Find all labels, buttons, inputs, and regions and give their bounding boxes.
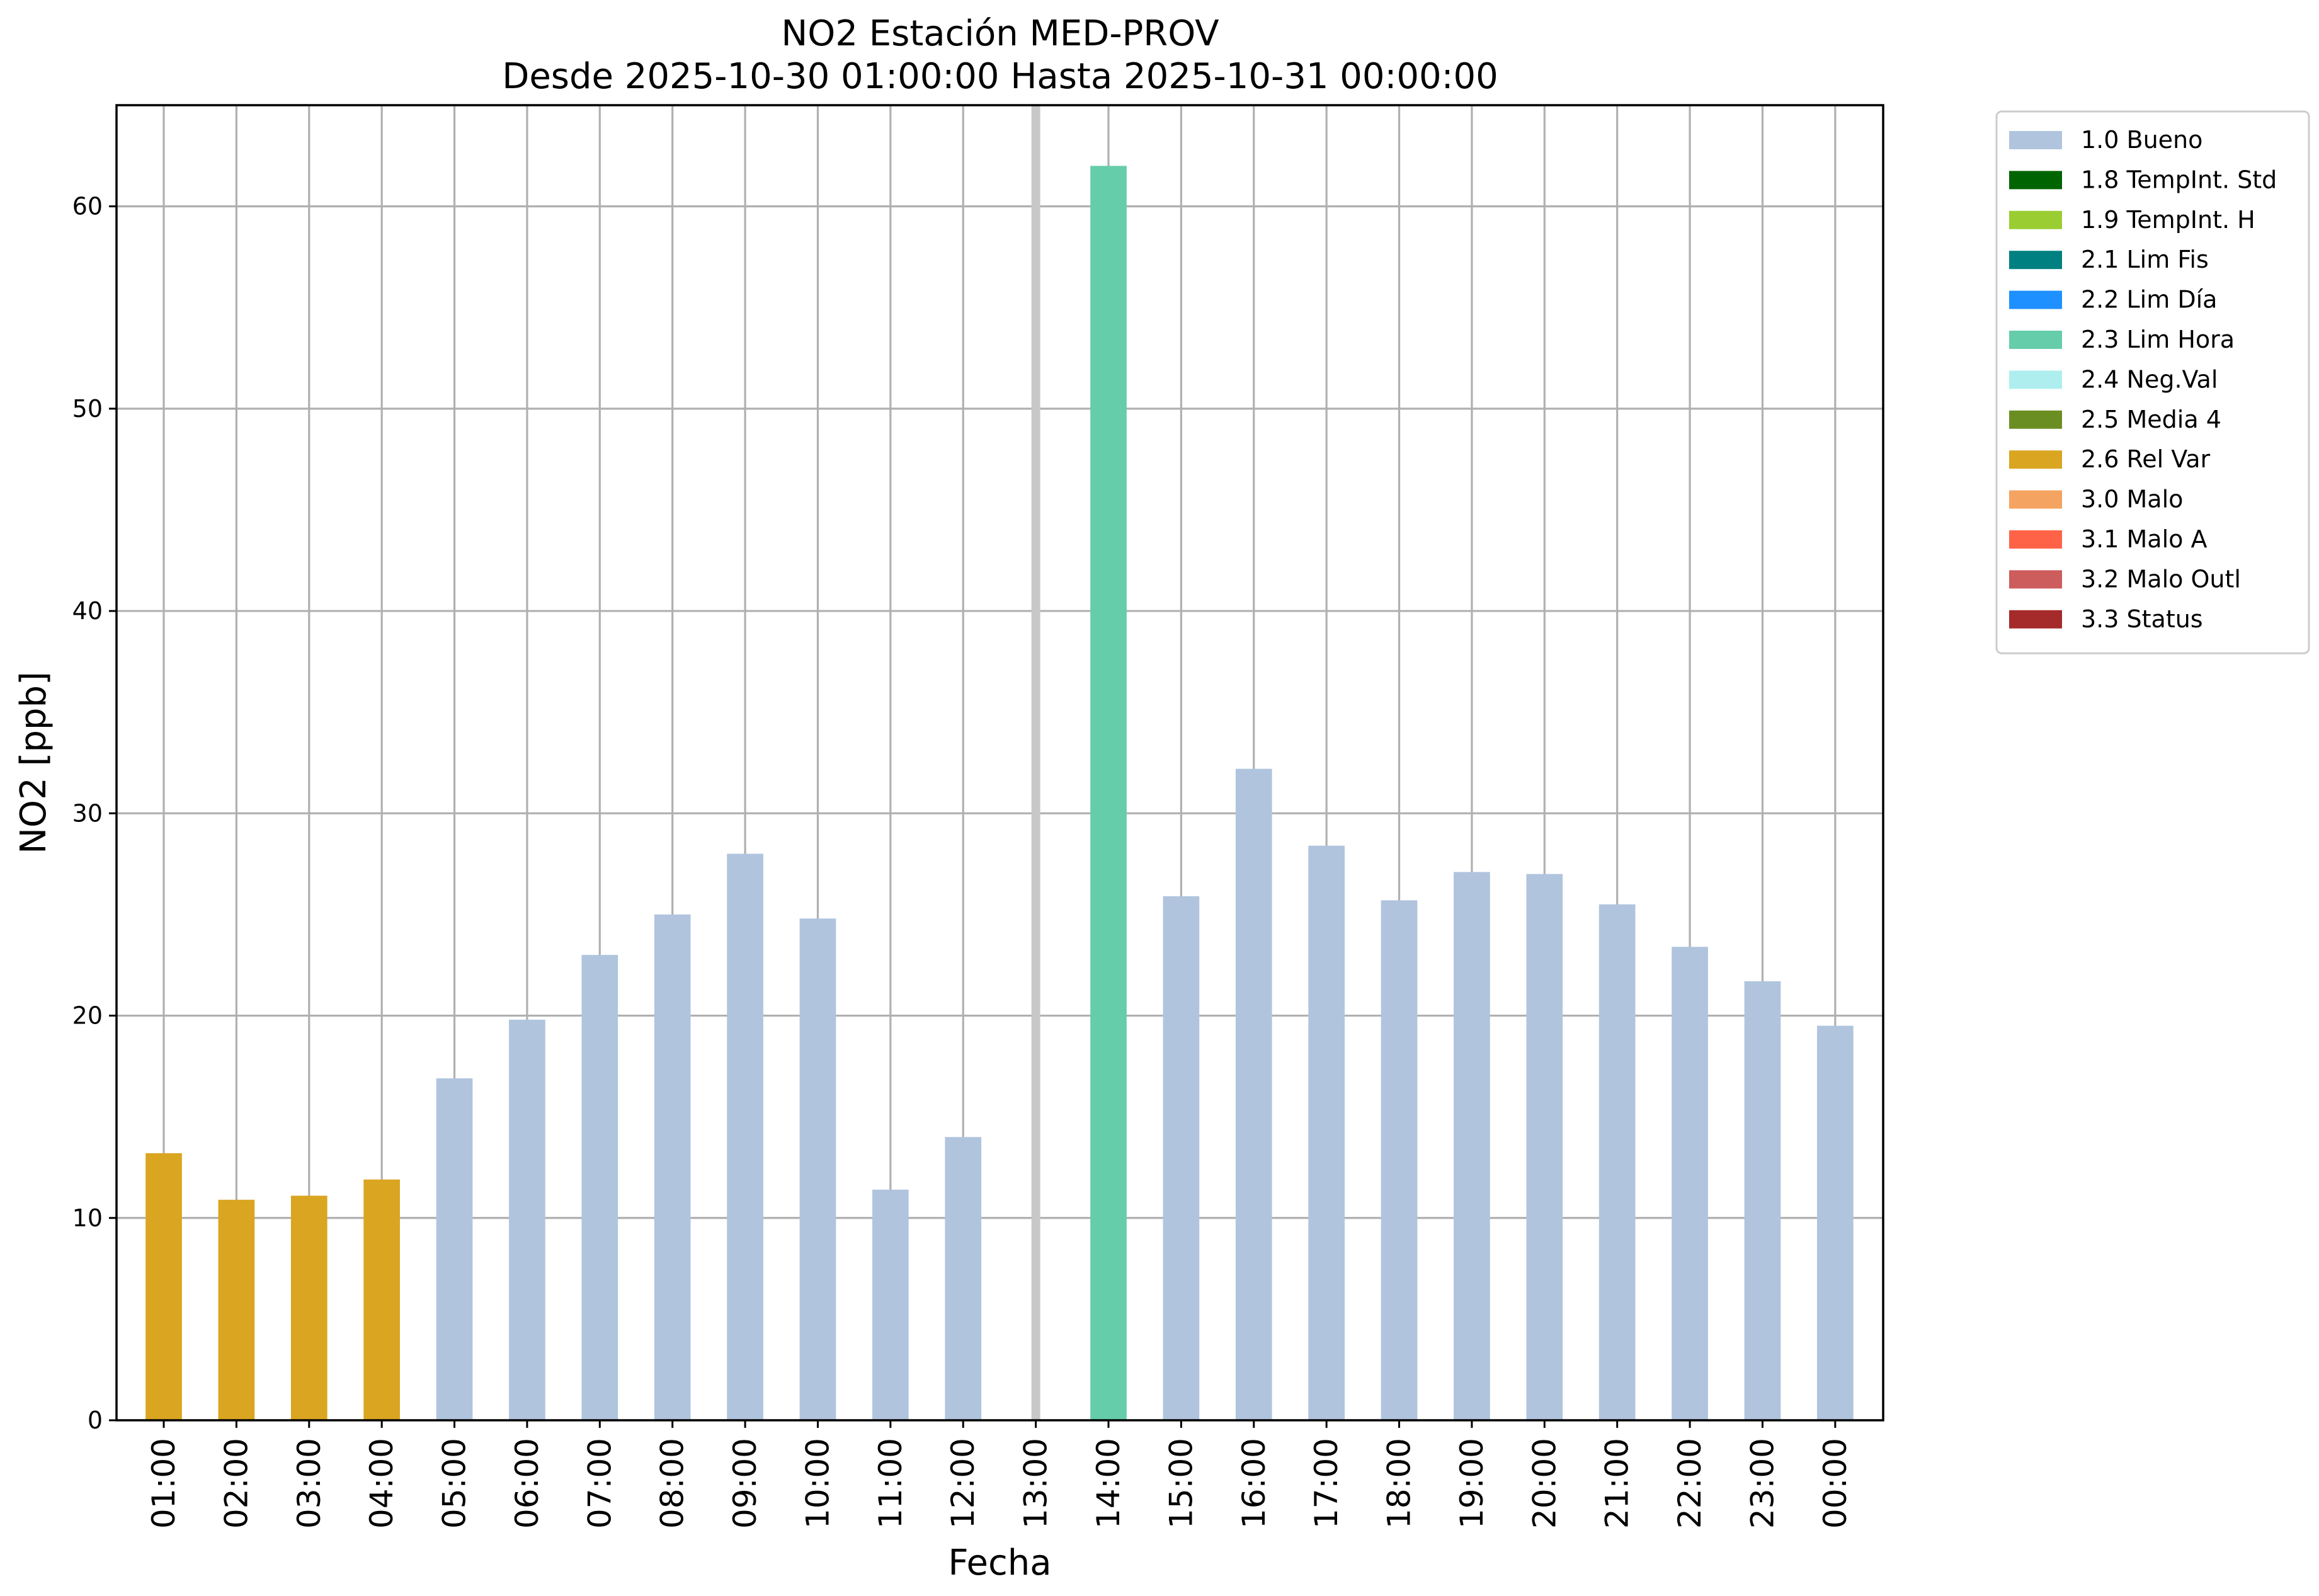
legend-swatch [2009,290,2062,309]
x-tick-label: 13:00 [1018,1438,1054,1529]
bar [1381,900,1418,1420]
bars [145,105,1854,1420]
bar [872,1189,909,1420]
x-tick-label: 23:00 [1744,1438,1781,1529]
x-axis: 01:00 02:00 03:00 04:00 05:00 06:00 07:00 08:00… [145,1420,1854,1529]
legend-swatch [2009,131,2062,149]
legend-swatch [2009,370,2062,389]
legend-swatch [2009,570,2062,589]
chart-subtitle: Desde 2025-10-30 01:00:00 Hasta 2025-10-… [502,56,1498,97]
legend-swatch [2009,210,2062,229]
bar [509,1019,545,1420]
x-tick-label: 18:00 [1381,1438,1418,1529]
y-tick-label: 50 [72,395,103,423]
bar [727,853,763,1420]
y-tick-label: 40 [72,597,103,625]
bar [581,955,618,1420]
legend-swatch [2009,610,2062,629]
bar [945,1137,982,1420]
y-axis-label: NO2 [ppb] [13,671,54,854]
x-tick-label: 17:00 [1308,1438,1345,1529]
legend-swatch [2009,450,2062,469]
bar [1526,874,1563,1420]
legend-label: 2.4 Neg.Val [2081,365,2218,393]
y-tick-label: 10 [72,1204,103,1232]
x-tick-label: 10:00 [799,1438,836,1529]
bar [436,1078,473,1420]
legend-label: 2.2 Lim Día [2081,286,2217,314]
legend-swatch [2009,490,2062,509]
y-tick-label: 0 [88,1406,103,1434]
x-tick-label: 08:00 [654,1438,691,1529]
bar [145,1153,182,1420]
x-tick-label: 00:00 [1817,1438,1854,1529]
x-tick-label: 03:00 [291,1438,328,1529]
legend-swatch [2009,251,2062,270]
legend-swatch [2009,331,2062,349]
legend-label: 3.3 Status [2081,605,2203,633]
x-tick-label: 06:00 [509,1438,545,1529]
x-tick-label: 19:00 [1454,1438,1490,1529]
x-tick-label: 02:00 [218,1438,254,1529]
x-tick-label: 05:00 [436,1438,473,1529]
legend-label: 1.0 Bueno [2081,126,2202,154]
legend-label: 2.5 Media 4 [2081,406,2221,433]
legend-label: 1.9 TempInt. H [2081,206,2255,234]
plot-frame [115,104,1884,1422]
bar [1672,947,1708,1420]
bar [1235,768,1272,1420]
legend-label: 3.2 Malo Outl [2081,565,2241,593]
bar [290,1195,328,1420]
x-tick-label: 07:00 [581,1438,618,1529]
bar [1744,981,1781,1420]
x-tick-label: 04:00 [363,1438,400,1529]
x-tick-label: 12:00 [945,1438,981,1529]
x-tick-label: 21:00 [1599,1438,1636,1529]
x-tick-label: 11:00 [872,1438,909,1529]
legend-label: 2.1 Lim Fis [2081,246,2209,273]
legend-swatch [2009,410,2062,429]
bar [654,914,691,1420]
x-tick-label: 01:00 [145,1438,182,1529]
bar [218,1199,255,1420]
x-tick-label: 15:00 [1163,1438,1199,1529]
x-tick-label: 22:00 [1672,1438,1708,1529]
bar [363,1179,400,1420]
bar [1598,904,1636,1420]
bar [1817,1025,1854,1420]
missing-data-marker [1031,105,1040,1420]
legend-swatch [2009,171,2062,190]
y-tick-label: 60 [72,193,103,220]
y-tick-label: 20 [72,1002,103,1030]
bar [1308,845,1345,1420]
bar [799,918,836,1420]
legend-label: 3.0 Malo [2081,486,2183,513]
legend-label: 1.8 TempInt. Std [2081,166,2277,193]
legend: 1.0 Bueno 1.8 TempInt. Std 1.9 TempInt. H 2… [1995,110,2310,654]
chart-title: NO2 Estación MED-PROV [781,13,1219,54]
y-axis: 0 10 20 30 40 50 60 [72,193,117,1434]
x-tick-label: 14:00 [1090,1438,1127,1529]
x-tick-label: 16:00 [1236,1438,1272,1529]
legend-swatch [2009,530,2062,549]
x-tick-label: 09:00 [727,1438,763,1529]
bar [1454,872,1490,1420]
legend-label: 2.3 Lim Hora [2081,326,2235,353]
x-axis-label: Fecha [948,1542,1051,1583]
y-tick-label: 30 [72,799,103,827]
legend-label: 3.1 Malo A [2081,525,2207,553]
bar [1090,166,1127,1420]
x-tick-label: 20:00 [1526,1438,1563,1529]
legend-frame [1995,110,2310,654]
bar [1163,896,1200,1420]
legend-label: 2.6 Rel Var [2081,445,2211,473]
